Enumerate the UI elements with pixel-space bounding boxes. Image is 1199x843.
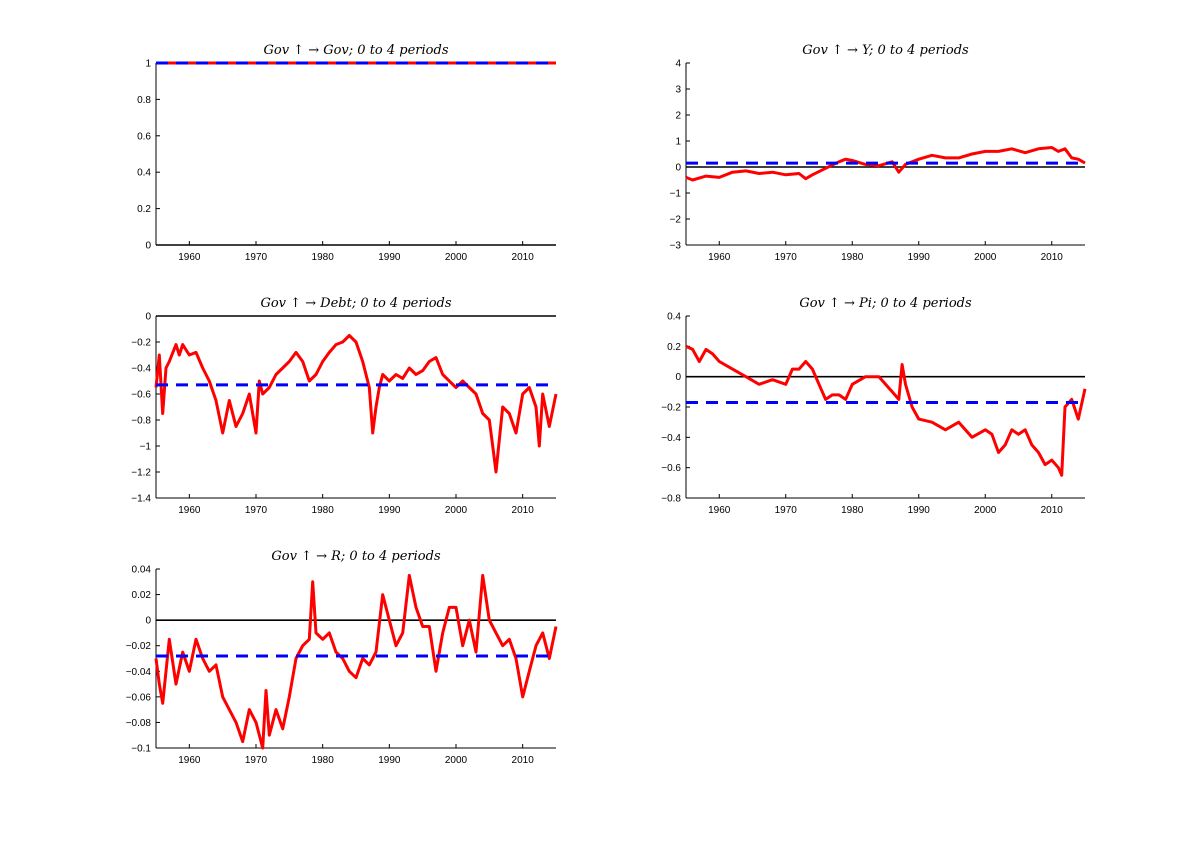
y-tick-label: 0.02 — [132, 590, 152, 601]
y-tick-label: −1.2 — [131, 468, 151, 479]
x-tick-label: 1990 — [378, 505, 401, 516]
y-tick-label: −0.2 — [131, 338, 151, 349]
x-tick-label: 2000 — [974, 505, 997, 516]
x-tick-label: 2010 — [512, 755, 535, 766]
y-tick-label: 1 — [675, 137, 681, 148]
x-tick-label: 1980 — [841, 252, 864, 263]
y-tick-label: −0.2 — [661, 403, 681, 414]
x-tick-label: 1980 — [312, 505, 335, 516]
y-tick-label: −0.06 — [126, 692, 152, 703]
subplot-4: Gov ↑ → Pi; 0 to 4 periods −0.8 −0.6 −0.4 −0… — [661, 296, 1087, 516]
x-tick-label: 1980 — [312, 252, 335, 263]
y-tick-label: −0.8 — [661, 494, 681, 505]
x-tick-label: 1960 — [178, 755, 201, 766]
subplot-3: Gov ↑ → Debt; 0 to 4 periods −1.4 −1.2 −1 −0… — [131, 296, 558, 516]
x-tick-label: 2000 — [445, 252, 468, 263]
x-tick-label: 1970 — [245, 252, 268, 263]
subplot-title: Gov ↑ → Debt; 0 to 4 periods — [260, 296, 451, 311]
x-tick-label: 1960 — [708, 252, 731, 263]
y-tick-label: 2 — [675, 111, 681, 122]
y-tick-label: −0.1 — [131, 744, 151, 755]
y-tick-label: 0 — [675, 372, 681, 383]
x-tick-label: 2000 — [974, 252, 997, 263]
y-tick-label: 0.04 — [132, 565, 152, 576]
subplot-title: Gov ↑ → Y; 0 to 4 periods — [802, 43, 969, 58]
x-tick-label: 2000 — [445, 505, 468, 516]
subplot-title: Gov ↑ → Pi; 0 to 4 periods — [799, 296, 972, 311]
x-tick-label: 2010 — [1041, 505, 1064, 516]
x-tick-label: 1960 — [178, 252, 201, 263]
x-tick-label: 2010 — [512, 252, 535, 263]
y-tick-label: 3 — [675, 85, 681, 96]
y-tick-label: −0.08 — [126, 718, 152, 729]
y-tick-label: 0 — [145, 241, 151, 252]
y-tick-label: 0.8 — [137, 95, 151, 106]
y-tick-label: −0.04 — [126, 667, 152, 678]
x-tick-label: 2010 — [512, 505, 535, 516]
subplot-5: Gov ↑ → R; 0 to 4 periods −0.1 −0.08 −0.06 −… — [126, 549, 558, 766]
y-tick-label: 0 — [145, 312, 151, 323]
y-tick-label: −0.02 — [126, 641, 152, 652]
y-tick-label: −0.6 — [661, 463, 681, 474]
series-line — [685, 344, 1087, 477]
y-tick-label: 0.6 — [137, 131, 151, 142]
subplot-title: Gov ↑ → R; 0 to 4 periods — [271, 549, 441, 564]
y-tick-label: −3 — [670, 241, 682, 252]
y-tick-label: 0 — [145, 616, 151, 627]
x-tick-label: 1960 — [178, 505, 201, 516]
y-tick-label: 0.2 — [137, 204, 151, 215]
x-tick-label: 1970 — [245, 505, 268, 516]
x-tick-label: 1970 — [775, 505, 798, 516]
y-tick-label: −1.4 — [131, 494, 151, 505]
x-tick-label: 1990 — [378, 755, 401, 766]
y-tick-label: 0.2 — [667, 342, 681, 353]
subplot-1: Gov ↑ → Gov; 0 to 4 periods 0 0.2 0.4 0.6 0.8… — [137, 43, 556, 263]
x-tick-label: 1990 — [378, 252, 401, 263]
subplot-2: Gov ↑ → Y; 0 to 4 periods −3 −2 −1 0 1 2 3 4 1960… — [670, 43, 1086, 263]
subplot-title: Gov ↑ → Gov; 0 to 4 periods — [263, 43, 448, 58]
x-tick-label: 1990 — [908, 505, 931, 516]
x-tick-label: 1970 — [245, 755, 268, 766]
y-tick-label: 0.4 — [667, 312, 681, 323]
y-tick-label: −0.4 — [131, 364, 151, 375]
y-tick-label: −0.6 — [131, 390, 151, 401]
x-tick-label: 1960 — [708, 505, 731, 516]
x-tick-label: 1990 — [908, 252, 931, 263]
series-line — [154, 573, 558, 750]
y-tick-label: −2 — [670, 215, 682, 226]
x-tick-label: 1980 — [841, 505, 864, 516]
x-tick-label: 2010 — [1041, 252, 1064, 263]
y-tick-label: −1 — [670, 189, 682, 200]
y-tick-label: 0.4 — [137, 168, 151, 179]
series-line — [154, 334, 558, 474]
y-tick-label: −0.8 — [131, 416, 151, 427]
y-tick-label: 1 — [145, 59, 151, 70]
x-tick-label: 2000 — [445, 755, 468, 766]
y-tick-label: −1 — [140, 442, 152, 453]
y-tick-label: −0.4 — [661, 433, 681, 444]
y-tick-label: 0 — [675, 163, 681, 174]
y-tick-label: 4 — [675, 59, 681, 70]
x-tick-label: 1970 — [775, 252, 798, 263]
series-line — [685, 146, 1086, 182]
x-tick-label: 1980 — [312, 755, 335, 766]
